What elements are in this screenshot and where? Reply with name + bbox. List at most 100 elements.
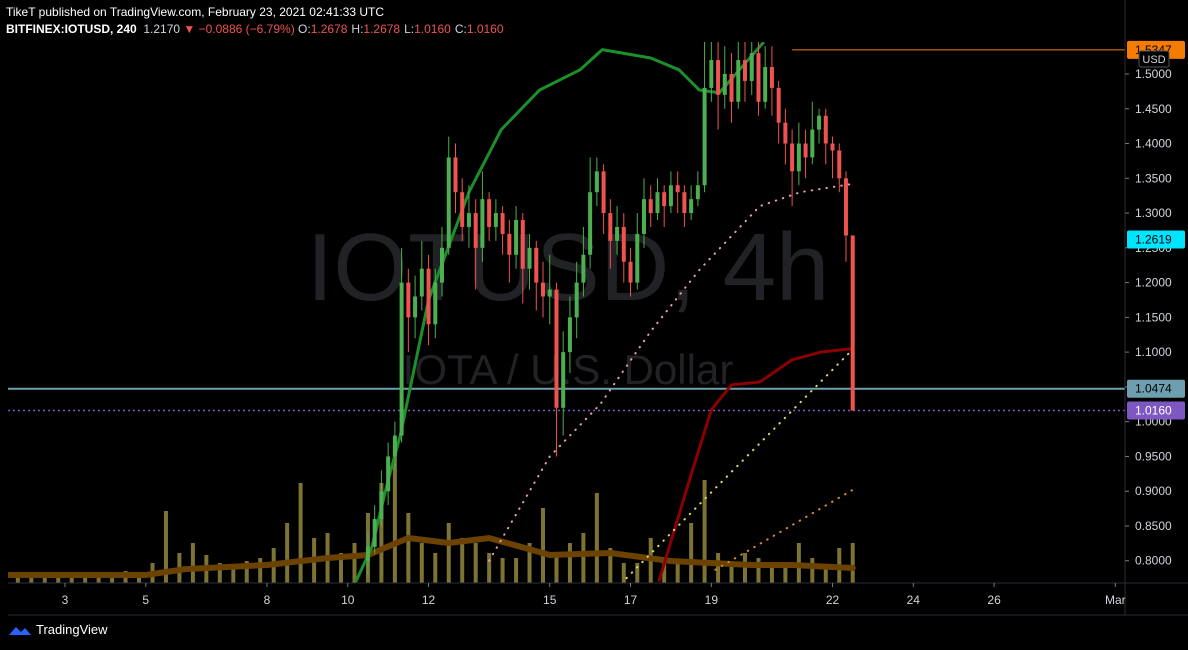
candle-body [514,220,519,255]
y-tick-label: 1.1000 [1135,345,1172,359]
candle-body [500,213,505,234]
volume-bar [581,533,586,583]
candle-body [493,213,498,227]
volume-bar [769,563,774,583]
volume-bar [554,553,559,583]
volume-bar [689,523,694,583]
candle-body [736,60,741,102]
y-tick-label: 1.1500 [1135,310,1172,324]
candle-body [830,143,835,151]
volume-bar [783,568,788,583]
x-tick-label: 22 [826,593,840,607]
candle-body [682,192,687,214]
volume-bar [96,575,101,583]
candle-body [540,282,545,297]
volume-bar [15,575,20,583]
x-tick-label: 15 [543,593,557,607]
candle-body [843,178,848,236]
y-tick-label: 0.9500 [1135,449,1172,463]
candle-body [783,122,788,144]
candle-body [480,199,485,248]
y-tick-label: 0.8500 [1135,519,1172,533]
symbol-line: BITFINEX:IOTUSD, 240 1.2170 ▼ −0.0886 (−… [6,21,508,38]
candle-body [372,519,377,547]
volume-bar [446,523,451,583]
ohlc-label: C: [454,22,467,36]
indicator-line [714,488,854,571]
price-box-label: 1.0160 [1135,404,1172,418]
price-box-label: 1.0474 [1135,382,1172,396]
indicator-line [354,42,765,583]
volume-bar [621,563,626,583]
y-tick-label: 1.2000 [1135,276,1172,290]
ohlc-label: L: [404,22,415,36]
volume-bar [56,575,61,583]
ohlc-value: 1.2678 [363,22,401,36]
watermark-symbol: IOTUSD, 4h [307,214,830,321]
volume-bar [217,563,222,583]
candle-body [729,73,734,102]
volume-ma [8,534,856,578]
volume-bar [500,558,505,583]
candle-body [803,143,808,158]
volume-bar [662,558,667,583]
x-tick-label: 19 [705,593,719,607]
volume-bar [244,561,249,583]
candle-body [837,150,842,179]
volume-bar [702,480,707,583]
price-box [1127,401,1185,420]
candle-body [581,254,586,283]
change: ▼ −0.0886 (−6.79%) [183,22,295,36]
volume-bar [298,483,303,583]
candle-body [668,185,673,207]
candle-body [406,282,411,318]
candle-body [561,352,566,408]
price-box-label: 1.2619 [1135,233,1172,247]
volume-bar [392,450,397,583]
candle-body [574,282,579,318]
volume-bar [460,538,465,583]
x-tick-label: 10 [341,593,355,607]
volume-bar [69,575,74,583]
x-tick-label: 26 [987,593,1001,607]
volume-bar [635,563,640,583]
candle-body [413,296,418,318]
candle-body [507,233,512,255]
candle-body [635,233,640,283]
y-tick-label: 1.3500 [1135,171,1172,185]
volume-bar [487,553,492,583]
volume-bar [514,558,519,583]
candle-body [756,53,761,102]
volume-bar [594,493,599,583]
footer-text: TradingView [36,622,108,637]
candle-body [742,60,747,81]
candle-body [695,185,700,200]
ohlc-value: 1.0160 [414,22,451,36]
x-tick-label: 24 [907,593,921,607]
axes: 0.80000.85000.90000.95001.00001.05001.10… [8,0,1188,616]
y-tick-label: 1.3000 [1135,206,1172,220]
candle-body [823,115,828,144]
candle-body [433,282,438,325]
candle-body [460,192,465,227]
candle-body [386,456,391,492]
volume-bar [716,553,721,583]
candle-body [675,185,680,193]
x-tick-label: 8 [264,593,271,607]
candle-body [817,115,822,130]
candle-body [641,199,646,234]
candle-body [439,247,444,283]
plot [8,42,1125,583]
candle-body [621,226,626,262]
volume-bar [433,553,438,583]
candle-body [534,247,539,283]
volume-bar [850,543,855,583]
volume-bar [163,511,168,583]
candle-body [379,491,384,520]
candle-body [850,235,855,411]
candle-body [453,157,458,193]
x-tick-label: 3 [62,593,69,607]
candle-body [554,289,559,408]
candle-body [473,213,478,248]
ohlc-value: 1.0160 [466,22,504,36]
